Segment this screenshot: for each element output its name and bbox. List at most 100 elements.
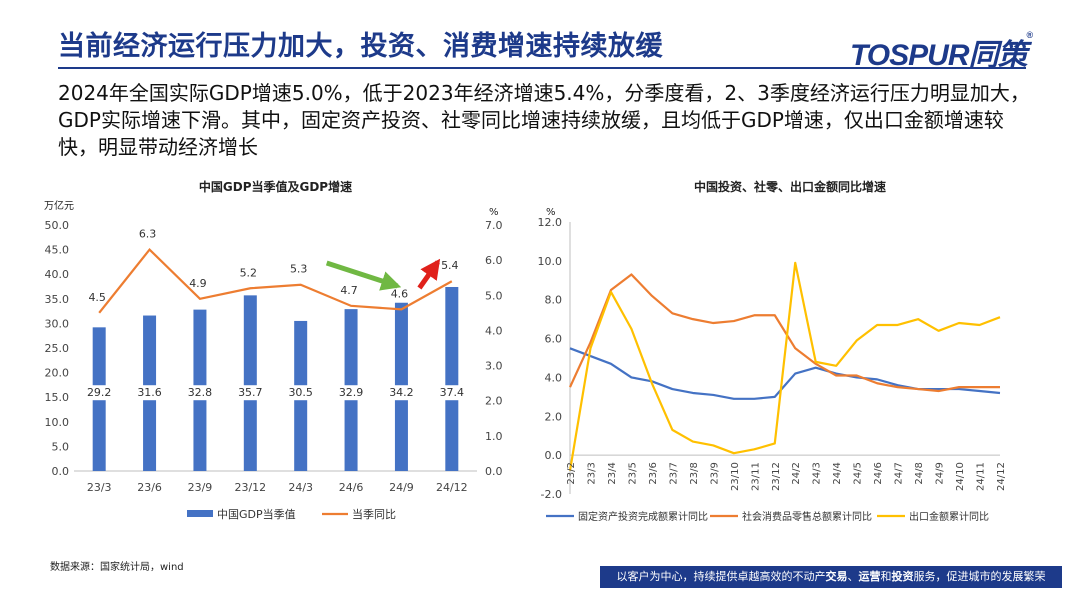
gdp-growth-line bbox=[98, 247, 453, 314]
bar-label-bg bbox=[84, 385, 115, 401]
legend-label-2: 出口金额累计同比 bbox=[909, 510, 989, 523]
growth-value-label: 5.2 bbox=[240, 266, 258, 279]
x-tick-label: 23/10 bbox=[730, 462, 741, 491]
x-tick-label: 24/6 bbox=[339, 481, 364, 494]
series-line-1 bbox=[568, 273, 1000, 393]
x-tick-label: 24/5 bbox=[853, 462, 864, 484]
x-tick-label: 24/6 bbox=[873, 462, 884, 484]
chart-title: 中国GDP当季值及GDP增速 bbox=[199, 179, 352, 194]
x-tick-label: 24/3 bbox=[288, 481, 313, 494]
bar-value-label: 31.6 bbox=[137, 386, 162, 399]
x-tick-label: 23/7 bbox=[668, 462, 679, 484]
right-tick-label: 0.0 bbox=[485, 465, 503, 478]
x-tick-label: 24/8 bbox=[914, 462, 925, 484]
bar-value-label: 30.5 bbox=[288, 386, 313, 399]
x-tick-label: 23/4 bbox=[607, 462, 618, 484]
x-tick-label: 23/3 bbox=[87, 481, 112, 494]
gdp-bar bbox=[445, 286, 459, 471]
right-tick-label: 1.0 bbox=[485, 430, 503, 443]
growth-value-label: 5.3 bbox=[290, 263, 308, 276]
y-tick-label: 6.0 bbox=[545, 333, 563, 346]
bar-label-bg bbox=[235, 385, 266, 401]
legend-swatch-gdp bbox=[187, 510, 213, 517]
y-axis-unit: % bbox=[546, 207, 556, 218]
growth-value-label: 4.7 bbox=[340, 284, 358, 297]
growth-value-label: 5.4 bbox=[441, 259, 459, 272]
gdp-bar bbox=[243, 295, 257, 471]
left-tick-label: 45.0 bbox=[45, 244, 70, 257]
summary-text: 2024年全国实际GDP增速5.0%，低于2023年经济增速5.4%，分季度看，… bbox=[58, 81, 1030, 159]
x-tick-label: 23/12 bbox=[771, 462, 782, 491]
x-tick-label: 23/9 bbox=[709, 462, 720, 484]
left-tick-label: 0.0 bbox=[52, 465, 70, 478]
left-tick-label: 5.0 bbox=[52, 440, 70, 453]
left-tick-label: 20.0 bbox=[45, 367, 70, 380]
x-tick-label: 23/6 bbox=[137, 481, 162, 494]
x-tick-label: 23/9 bbox=[188, 481, 213, 494]
right-tick-label: 5.0 bbox=[485, 289, 503, 302]
right-tick-label: 6.0 bbox=[485, 254, 503, 267]
bar-label-bg bbox=[336, 385, 367, 401]
bar-value-label: 34.2 bbox=[389, 386, 414, 399]
legend-label-1: 社会消费品零售总额累计同比 bbox=[742, 510, 872, 523]
right-tick-label: 2.0 bbox=[485, 395, 503, 408]
x-tick-label: 23/8 bbox=[689, 462, 700, 484]
x-tick-label: 23/6 bbox=[648, 462, 659, 484]
growth-value-label: 6.3 bbox=[139, 228, 157, 241]
left-tick-label: 35.0 bbox=[45, 293, 70, 306]
right-tick-label: 7.0 bbox=[485, 219, 503, 232]
y-tick-label: -2.0 bbox=[541, 488, 562, 501]
x-tick-label: 24/9 bbox=[935, 462, 946, 484]
x-tick-label: 24/11 bbox=[976, 462, 987, 491]
bar-value-label: 32.9 bbox=[339, 386, 364, 399]
legend-label-gdp: 中国GDP当季值 bbox=[217, 507, 296, 521]
series-line-2 bbox=[568, 261, 1001, 471]
decline-arrow bbox=[325, 260, 402, 291]
rise-arrow bbox=[417, 258, 441, 290]
x-tick-label: 24/3 bbox=[812, 462, 823, 484]
bar-label-bg bbox=[285, 385, 316, 401]
x-tick-label: 24/12 bbox=[436, 481, 468, 494]
growth-value-label: 4.9 bbox=[189, 277, 207, 290]
y-tick-label: 4.0 bbox=[545, 371, 563, 384]
right-tick-label: 4.0 bbox=[485, 324, 503, 337]
bar-label-bg bbox=[184, 385, 215, 401]
company-logo: TOSPUR同策® bbox=[850, 30, 1033, 72]
y-tick-label: 2.0 bbox=[545, 410, 563, 423]
bar-value-label: 32.8 bbox=[188, 386, 213, 399]
y-tick-label: 10.0 bbox=[538, 255, 563, 268]
x-tick-label: 23/12 bbox=[234, 481, 266, 494]
bar-label-bg bbox=[134, 385, 165, 401]
data-source-note: 数据来源：国家统计局，wind bbox=[50, 562, 184, 573]
legend-label-0: 固定资产投资完成额累计同比 bbox=[578, 510, 708, 523]
x-tick-label: 24/7 bbox=[894, 462, 905, 484]
bar-value-label: 29.2 bbox=[87, 386, 112, 399]
left-tick-label: 15.0 bbox=[45, 391, 70, 404]
x-tick-label: 24/4 bbox=[832, 462, 843, 484]
right-tick-label: 3.0 bbox=[485, 360, 503, 373]
y-tick-label: 8.0 bbox=[545, 294, 563, 307]
chart-title: 中国投资、社零、出口金额同比增速 bbox=[694, 179, 886, 194]
growth-value-label: 4.5 bbox=[88, 291, 106, 304]
x-tick-label: 24/9 bbox=[389, 481, 414, 494]
header-divider bbox=[58, 67, 1026, 69]
bar-value-label: 37.4 bbox=[440, 386, 465, 399]
left-tick-label: 30.0 bbox=[45, 317, 70, 330]
x-tick-label: 24/10 bbox=[955, 462, 966, 491]
growth-rates-chart: 中国投资、社零、出口金额同比增速% -2.0 0.0 2.0 4.0 6.0 8.0 10.0… bbox=[538, 179, 1008, 523]
left-tick-label: 25.0 bbox=[45, 342, 70, 355]
x-tick-label: 23/11 bbox=[750, 462, 761, 491]
x-tick-label: 23/5 bbox=[627, 462, 638, 484]
footer-slogan-bar: 以客户为中心，持续提供卓越高效的不动产交易、运营和投资服务，促进城市的发展繁荣 bbox=[600, 566, 1062, 588]
x-tick-label: 24/12 bbox=[996, 462, 1007, 491]
left-tick-label: 50.0 bbox=[45, 219, 70, 232]
bar-label-bg bbox=[436, 385, 467, 401]
page-title: 当前经济运行压力加大，投资、消费增速持续放缓 bbox=[58, 31, 663, 62]
left-tick-label: 40.0 bbox=[45, 268, 70, 281]
y-tick-label: 12.0 bbox=[538, 216, 563, 229]
left-axis-unit: 万亿元 bbox=[44, 199, 74, 212]
x-tick-label: 24/2 bbox=[791, 462, 802, 484]
growth-value-label: 4.6 bbox=[391, 287, 409, 300]
bar-label-bg bbox=[386, 385, 417, 401]
